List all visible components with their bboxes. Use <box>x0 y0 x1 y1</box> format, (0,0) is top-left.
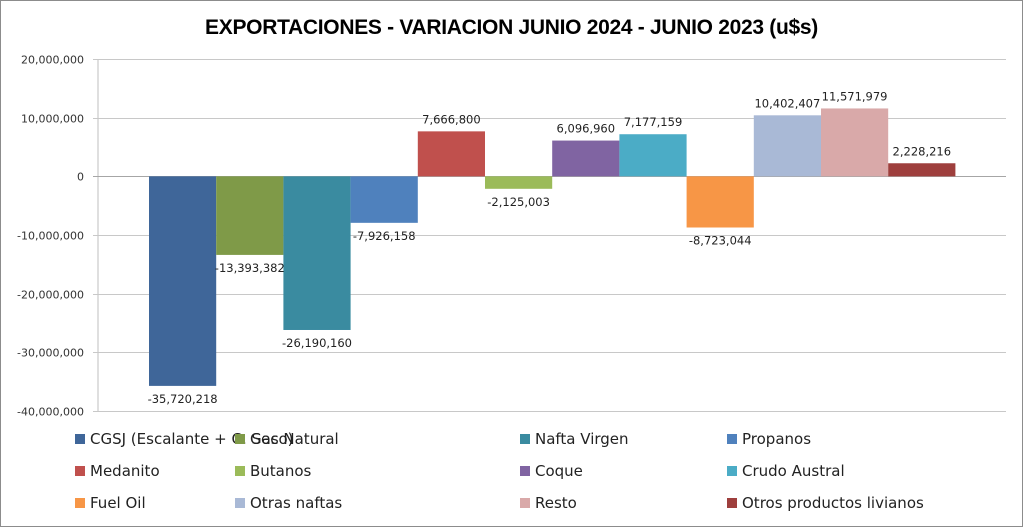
data-label: -7,926,158 <box>353 229 416 243</box>
bar-gas-natural <box>216 176 284 255</box>
y-tick-label: -30,000,000 <box>17 347 84 360</box>
legend-item: Gas Natural <box>235 430 339 448</box>
data-label: 6,096,960 <box>557 122 616 136</box>
data-label: 7,177,159 <box>624 115 683 129</box>
y-tick-label: 0 <box>77 171 84 184</box>
y-tick-label: -20,000,000 <box>17 289 84 302</box>
bar-otras-naftas <box>753 115 821 177</box>
bar-resto <box>821 108 889 177</box>
legend-swatch <box>727 498 737 508</box>
legend-swatch <box>235 498 245 508</box>
legend-item: Resto <box>520 494 577 512</box>
data-label: 7,666,800 <box>422 112 481 126</box>
data-label: -13,393,382 <box>215 261 285 275</box>
chart-title: EXPORTACIONES - VARIACION JUNIO 2024 - J… <box>205 16 818 39</box>
y-tick-label: -10,000,000 <box>17 230 84 243</box>
data-label: 10,402,407 <box>754 96 820 110</box>
data-label: 2,228,216 <box>893 144 952 158</box>
y-tick-label: 20,000,000 <box>21 54 84 67</box>
bar-nafta-virgen <box>283 176 351 330</box>
y-tick-label: 10,000,000 <box>21 113 84 126</box>
legend-item: Butanos <box>235 462 311 480</box>
bar-cgsj-escalante-c-seco <box>149 176 217 386</box>
bar-crudo-austral <box>619 134 687 177</box>
bar-coque <box>552 140 620 177</box>
data-label: 11,571,979 <box>822 89 888 103</box>
legend-item: Propanos <box>727 430 811 448</box>
legend-label: Otros productos livianos <box>742 494 924 512</box>
legend-label: Crudo Austral <box>742 462 845 480</box>
bar-fuel-oil <box>686 176 754 228</box>
data-label: -2,125,003 <box>487 195 550 209</box>
legend-swatch <box>75 498 85 508</box>
legend-label: Gas Natural <box>250 430 339 448</box>
legend-swatch <box>75 434 85 444</box>
legend-swatch <box>75 466 85 476</box>
legend-item: Otros productos livianos <box>727 494 924 512</box>
data-label: -35,720,218 <box>148 392 218 406</box>
legend-label: Nafta Virgen <box>535 430 629 448</box>
legend-label: Otras naftas <box>250 494 343 512</box>
legend-item: Medanito <box>75 462 160 480</box>
legend-item: Fuel Oil <box>75 494 146 512</box>
legend-label: Resto <box>535 494 577 512</box>
legend-label: Fuel Oil <box>90 494 146 512</box>
legend-item: Nafta Virgen <box>520 430 629 448</box>
bar-propanos <box>350 176 418 223</box>
y-tick-label: -40,000,000 <box>17 406 84 419</box>
legend-item: Coque <box>520 462 583 480</box>
legend-label: Medanito <box>90 462 160 480</box>
legend-swatch <box>235 434 245 444</box>
legend-swatch <box>520 466 530 476</box>
bar-medanito <box>417 131 485 177</box>
data-label: -8,723,044 <box>689 234 752 248</box>
legend-item: Crudo Austral <box>727 462 845 480</box>
legend-swatch <box>520 498 530 508</box>
bar-otros-productos-livianos <box>888 163 956 177</box>
data-label: -26,190,160 <box>282 336 352 350</box>
bar-butanos <box>485 176 553 189</box>
legend-swatch <box>235 466 245 476</box>
legend-label: Butanos <box>250 462 312 480</box>
legend-swatch <box>727 466 737 476</box>
legend-swatch <box>727 434 737 444</box>
legend-label: Propanos <box>742 430 812 448</box>
legend-swatch <box>520 434 530 444</box>
legend-item: Otras naftas <box>235 494 342 512</box>
legend-label: Coque <box>535 462 583 480</box>
